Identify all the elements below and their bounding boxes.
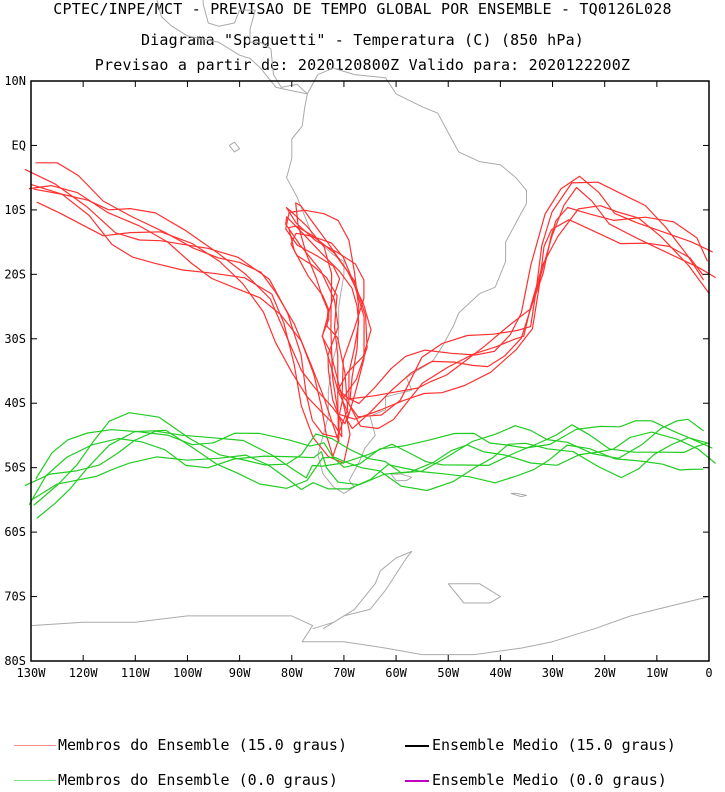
- x-tick-label: 60W: [385, 666, 407, 680]
- coastline: [228, 141, 241, 153]
- x-tick-label: 90W: [229, 666, 251, 680]
- x-tick-label: 80W: [281, 666, 303, 680]
- legend-label: Ensemble Medio (15.0 graus): [432, 736, 676, 754]
- x-tick-label: 100W: [173, 666, 203, 680]
- x-tick-label: 50W: [437, 666, 459, 680]
- axis-tick-labels: 130W 120W 110W 100W 90W 80W 70W 60W 50W 40W 30W 20W…: [4, 74, 712, 680]
- coastline: [447, 583, 501, 604]
- map-frame: [30, 80, 710, 662]
- ensemble-member-line: [30, 444, 704, 501]
- y-tick-label: EQ: [12, 138, 26, 152]
- ensemble-member-line: [35, 162, 713, 443]
- ensemble-member-line: [33, 412, 704, 506]
- ensemble-member-line: [28, 431, 716, 505]
- chart-title-line-2: Diagrama "Spaguetti" - Temperatura (C) (…: [140, 31, 585, 49]
- coastline: [390, 473, 413, 482]
- ensemble-member-line: [33, 181, 704, 425]
- y-tick-label: 70S: [4, 590, 26, 604]
- x-tick-label: 30W: [542, 666, 564, 680]
- x-tick-label: 0: [705, 666, 712, 680]
- legend-label: Membros do Ensemble (0.0 graus): [58, 771, 338, 789]
- coastline: [30, 596, 710, 656]
- x-tick-label: 20W: [594, 666, 616, 680]
- x-tick-label: 130W: [17, 666, 47, 680]
- coastline: [286, 67, 527, 494]
- legend-swatch: [405, 745, 429, 747]
- series-layer: [24, 162, 716, 519]
- x-tick-label: 120W: [69, 666, 99, 680]
- y-tick-label: 10S: [4, 203, 26, 217]
- x-tick-label: 10W: [646, 666, 668, 680]
- x-tick-label: 70W: [333, 666, 355, 680]
- y-tick-label: 10N: [4, 74, 26, 88]
- x-tick-label: 40W: [490, 666, 512, 680]
- y-tick-label: 20S: [4, 267, 26, 281]
- ensemble-member-line: [36, 429, 710, 519]
- legend-swatch: [405, 780, 429, 782]
- coastline: [156, 0, 308, 95]
- chart-title-line-1: CPTEC/INPE/MCT - PREVISAO DE TEMPO GLOBA…: [53, 0, 672, 18]
- legend-swatch: [14, 780, 56, 781]
- coastline: [312, 550, 413, 630]
- y-tick-label: 30S: [4, 332, 26, 346]
- ensemble-member-line: [30, 183, 704, 464]
- y-tick-label: 40S: [4, 396, 26, 410]
- axis-ticks: [30, 80, 710, 662]
- legend-swatch: [14, 745, 56, 746]
- ensemble-member-line: [36, 201, 710, 438]
- y-tick-label: 50S: [4, 461, 26, 475]
- legend-label: Membros do Ensemble (15.0 graus): [58, 736, 347, 754]
- y-tick-label: 80S: [4, 654, 26, 668]
- y-tick-label: 60S: [4, 525, 26, 539]
- coastline: [510, 492, 527, 498]
- chart-title-line-3: Previsao a partir de: 2020120800Z Valido…: [94, 56, 631, 74]
- legend-label: Ensemble Medio (0.0 graus): [432, 771, 667, 789]
- x-tick-label: 110W: [121, 666, 151, 680]
- ensemble-member-line: [24, 169, 708, 438]
- ensemble-member-line: [35, 420, 713, 480]
- coastline: [202, 0, 308, 95]
